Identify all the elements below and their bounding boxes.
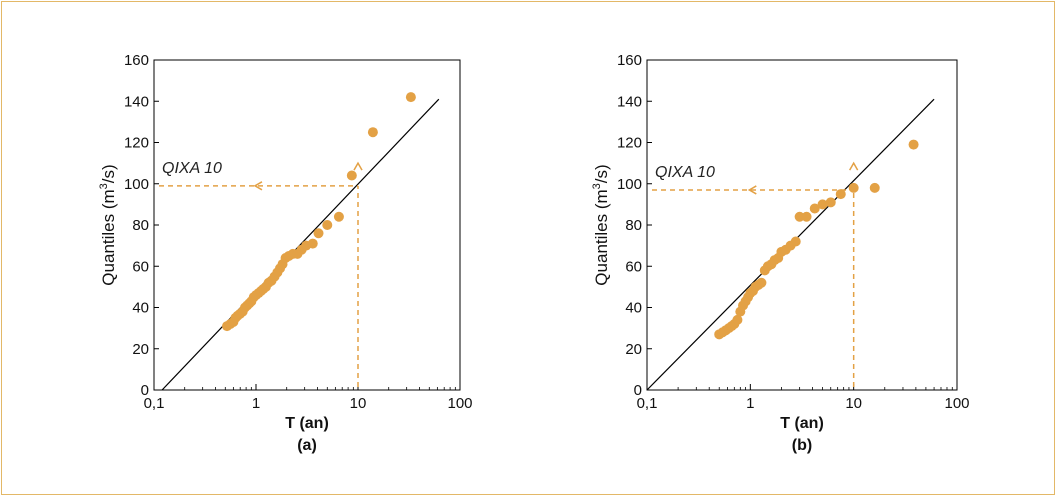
chart-panel-a: 0 20 40 60 80 100 120 140 160 0,1 1 10 100 Quantiles … <box>98 52 473 454</box>
annotation-label: QIXA 10 <box>655 164 715 181</box>
fit-line <box>161 98 440 391</box>
y-tick-label: 20 <box>132 341 149 358</box>
data-point <box>346 170 357 181</box>
chart-panel-b: 0 20 40 60 80 100 120 140 160 0,1 1 10 100 Quantiles … <box>591 52 970 454</box>
y-tick-label: 120 <box>124 135 149 152</box>
y-tick-label: 100 <box>617 176 642 193</box>
y-tick-label: 0 <box>634 382 642 399</box>
x-axis-label: T (an) <box>285 415 329 432</box>
x-axis-label: T (an) <box>780 415 824 432</box>
data-point <box>732 314 743 325</box>
x-tick-label: 0,1 <box>637 395 658 412</box>
arrow-up-icon <box>353 161 363 171</box>
data-point <box>307 238 318 249</box>
plot-frame <box>646 59 958 391</box>
data-point <box>313 228 324 239</box>
annotation-label: QIXA 10 <box>162 160 222 177</box>
x-tick-label: 1 <box>746 395 754 412</box>
y-tick-label: 140 <box>124 93 149 110</box>
data-point <box>908 139 919 150</box>
y-tick-label: 60 <box>625 258 642 275</box>
data-point <box>790 236 801 247</box>
y-tick-label: 40 <box>625 300 642 317</box>
y-tick-label: 120 <box>617 135 642 152</box>
data-point <box>817 199 828 210</box>
data-point <box>825 197 836 208</box>
data-point <box>809 203 820 214</box>
data-point <box>848 182 859 193</box>
y-tick-label: 20 <box>625 341 642 358</box>
y-tick-label: 60 <box>132 258 149 275</box>
data-point <box>756 277 767 288</box>
arrow-left-icon <box>253 181 263 191</box>
x-tick-label: 10 <box>845 395 862 412</box>
data-point <box>794 211 805 222</box>
y-tick-label: 80 <box>625 217 642 234</box>
y-tick-label: 160 <box>617 52 642 69</box>
data-point <box>869 182 880 193</box>
arrow-left-icon <box>747 185 757 195</box>
x-tick-label: 100 <box>944 395 969 412</box>
data-point <box>801 211 812 222</box>
panel-label: (b) <box>792 437 812 454</box>
y-tick-label: 80 <box>132 217 149 234</box>
y-tick-label: 160 <box>124 52 149 69</box>
data-point <box>835 189 846 200</box>
y-axis-label: Quantiles (m3/s) <box>98 164 118 285</box>
data-point <box>405 92 416 103</box>
x-tick-label: 0,1 <box>144 395 165 412</box>
plot-frame <box>153 59 461 391</box>
data-point <box>333 211 344 222</box>
data-point <box>367 127 378 138</box>
y-tick-label: 100 <box>124 176 149 193</box>
x-tick-label: 10 <box>350 395 367 412</box>
y-tick-label: 0 <box>141 382 149 399</box>
panel-label: (a) <box>297 437 317 454</box>
y-tick-label: 40 <box>132 300 149 317</box>
x-tick-label: 1 <box>252 395 260 412</box>
arrow-up-icon <box>849 161 859 171</box>
y-axis-label: Quantiles (m3/s) <box>591 164 611 285</box>
x-tick-label: 100 <box>447 395 472 412</box>
y-tick-label: 140 <box>617 93 642 110</box>
data-point <box>322 220 333 230</box>
